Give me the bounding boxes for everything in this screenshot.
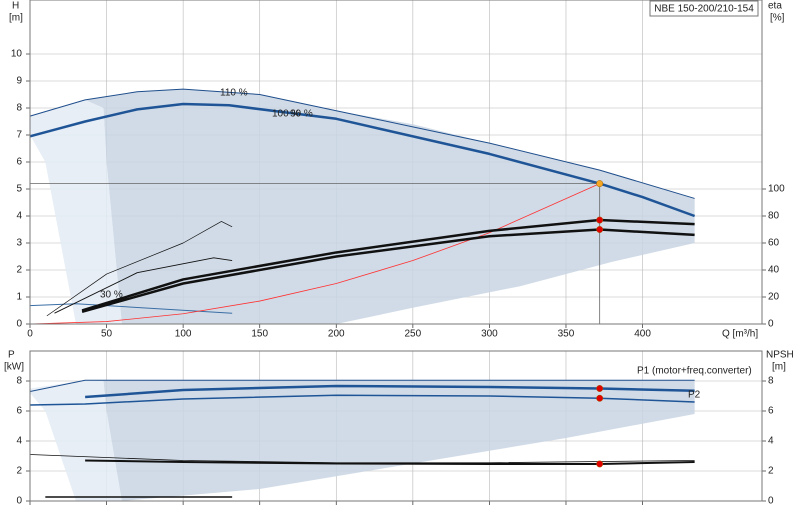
annotation: P2 <box>688 390 701 401</box>
y-tick-label: 4 <box>16 211 22 222</box>
plot: 0 2 4 6 8 0 2 4 6 8 P1 (motor+freq.converter) P2 <box>16 350 774 507</box>
x-tick-label: 50 <box>101 329 113 340</box>
y-axis-unit: [kW] <box>4 362 24 373</box>
curve <box>54 257 233 314</box>
duty-point <box>596 216 604 224</box>
curve <box>29 379 695 392</box>
annotation: 30 % <box>100 290 123 301</box>
y-tick-label: 5 <box>16 184 22 195</box>
operating-area <box>85 380 695 501</box>
x-tick-label: 350 <box>558 329 575 340</box>
x-tick-label: 200 <box>328 329 345 340</box>
operating-area <box>30 99 122 325</box>
x-tick-label: 400 <box>634 329 651 340</box>
x-axis-label: Q [m³/h] <box>722 329 758 340</box>
annotation: 90 % <box>290 109 313 120</box>
y-tick-label: 2 <box>16 466 22 477</box>
curve <box>29 303 233 314</box>
y2-tick-label: 100 <box>768 184 785 195</box>
annotation: 110 % <box>220 88 248 99</box>
operating-area <box>30 380 122 501</box>
y2-axis-label: NPSH <box>766 350 794 361</box>
y2-axis-unit: [m] <box>772 362 786 373</box>
y2-tick-label: 80 <box>768 211 780 222</box>
y-tick-label: 9 <box>16 76 22 87</box>
y-tick-label: 6 <box>16 157 22 168</box>
plot-frame <box>29 350 763 502</box>
y-tick-label: 2 <box>16 265 22 276</box>
y-tick-label: 0 <box>16 496 22 507</box>
x-tick-label: 250 <box>405 329 422 340</box>
y-tick-label: 7 <box>16 130 22 141</box>
y2-tick-label: 4 <box>768 436 774 447</box>
y2-tick-label: 0 <box>768 319 774 330</box>
curve <box>81 218 695 312</box>
curve <box>46 221 233 317</box>
y-tick-label: 10 <box>11 49 23 60</box>
x-tick-label: 0 <box>27 329 33 340</box>
duty-point <box>596 226 604 233</box>
curve <box>85 384 695 399</box>
plot-frame <box>29 0 763 325</box>
duty-point <box>596 394 604 402</box>
duty-point <box>596 460 604 468</box>
duty-point <box>596 180 604 188</box>
curve <box>81 228 695 314</box>
y-axis-unit: [m] <box>9 13 23 24</box>
x-tick-label: 100 <box>175 329 192 340</box>
y2-tick-label: 6 <box>768 406 774 417</box>
y2-tick-label: 20 <box>768 292 780 303</box>
annotation: 100 % <box>272 109 300 120</box>
y-axis-label: H <box>12 1 19 12</box>
x-tick-label: 150 <box>251 329 268 340</box>
duty-point <box>596 385 604 392</box>
y-axis-label: P <box>8 350 15 361</box>
curve <box>85 459 695 465</box>
curve <box>29 102 696 218</box>
y2-tick-label: 0 <box>768 496 774 507</box>
curve <box>29 88 695 199</box>
y2-tick-label: 40 <box>768 265 780 276</box>
legend-box <box>649 0 759 17</box>
y-tick-label: 4 <box>16 436 22 447</box>
plot: 0 50 100 150 200 250 300 350 4000123456789100204… <box>11 0 785 340</box>
annotation: P1 (motor+freq.converter) <box>637 366 752 377</box>
y2-axis-label: eta <box>768 1 782 12</box>
legend-text: NBE 150-200/210-154 <box>654 4 754 15</box>
x-tick-label: 300 <box>481 329 498 340</box>
y2-axis-unit: [%] <box>770 13 785 24</box>
y2-tick-label: 2 <box>768 466 774 477</box>
y-tick-label: 1 <box>16 292 22 303</box>
y2-tick-label: 60 <box>768 238 780 249</box>
y-tick-label: 0 <box>16 319 22 330</box>
y-tick-label: 8 <box>16 103 22 114</box>
y2-tick-label: 8 <box>768 376 774 387</box>
operating-area <box>85 89 695 324</box>
y-tick-label: 6 <box>16 406 22 417</box>
y-tick-label: 8 <box>16 376 22 387</box>
y-tick-label: 3 <box>16 238 22 249</box>
